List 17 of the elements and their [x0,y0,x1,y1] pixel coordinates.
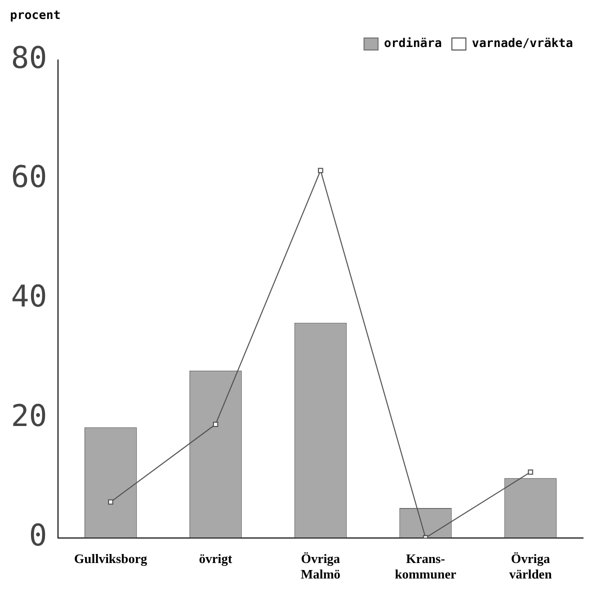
point [528,469,534,475]
x-tick-label: Övriga Malmö [300,550,341,582]
y-tick-label: 60 [11,160,48,196]
point [318,168,324,174]
x-tick-label: Övriga världen [509,550,553,582]
y-tick-label: 0 [29,518,48,554]
point [108,499,114,505]
y-tick-label: 40 [11,280,48,315]
x-tick-label: Gullviksborg [74,550,148,566]
point [212,422,218,427]
x-tick-label: Krans-kommuner [394,550,456,582]
x-tick-label: övrigt [198,550,233,566]
legend-label: ordinära [384,36,442,50]
y-axis-title: procent [10,8,61,22]
y-tick-label: 80 [11,40,48,76]
y-tick-label: 20 [11,399,48,434]
legend-label: varnade/vräkta [472,36,574,50]
